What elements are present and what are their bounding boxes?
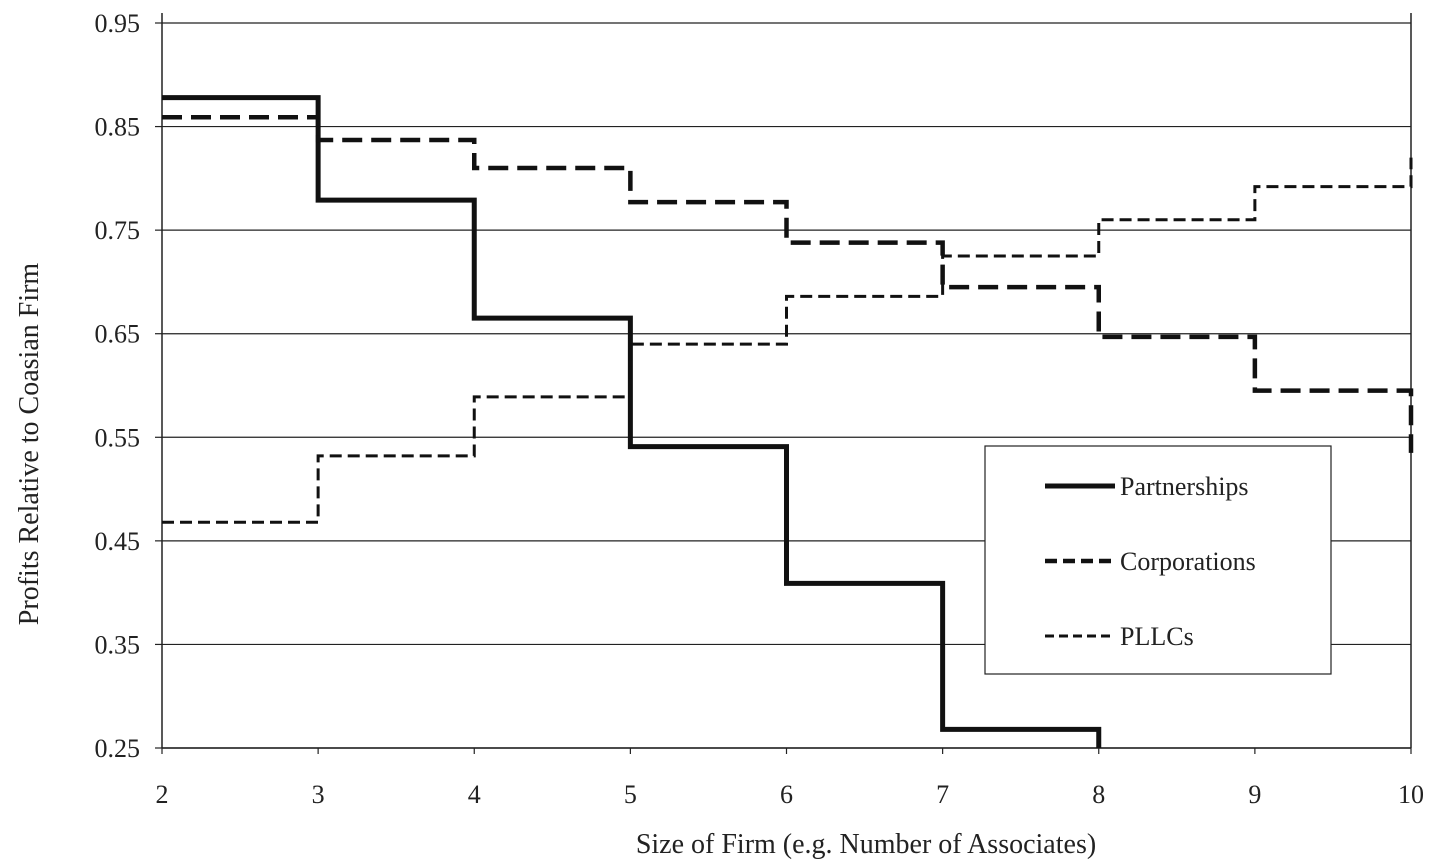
x-tick-label: 9 [1248,780,1261,809]
series-line-pllcs [162,157,1413,524]
x-tick-label: 3 [312,780,325,809]
y-tick-label: 0.25 [95,734,141,763]
legend-label: Partnerships [1120,472,1249,501]
legend-box [984,445,1332,675]
series-line-corporations [162,115,1414,453]
y-axis-label: Profits Relative to Coasian Firm [14,263,45,626]
y-tick-label: 0.35 [95,630,141,659]
y-tick-label: 0.85 [95,113,141,142]
legend: Partnerships Corporations PLLCs [984,445,1332,675]
x-tick-label: 8 [1092,780,1105,809]
y-tick-label: 0.95 [95,9,141,38]
y-tick-labels: 0.25 0.35 0.45 0.55 0.65 0.75 0.85 0.95 [95,9,141,763]
x-tick-label: 2 [156,780,169,809]
series-line-partnerships [162,95,1102,748]
series-lines [162,95,1414,748]
x-tick-labels: 2 3 4 5 6 7 8 9 10 [156,780,1425,809]
legend-label: PLLCs [1120,622,1194,651]
y-tick-label: 0.55 [95,423,141,452]
x-tick-label: 7 [936,780,949,809]
y-tick-label: 0.75 [95,216,141,245]
x-axis-label: Size of Firm (e.g. Number of Associates) [636,829,1096,860]
x-tick-label: 10 [1398,780,1424,809]
legend-label: Corporations [1120,547,1256,576]
y-tick-label: 0.65 [95,320,141,349]
x-tick-label: 4 [468,780,481,809]
axes [155,13,1412,754]
y-tick-label: 0.45 [95,527,141,556]
x-tick-label: 5 [624,780,637,809]
x-tick-label: 6 [780,780,793,809]
